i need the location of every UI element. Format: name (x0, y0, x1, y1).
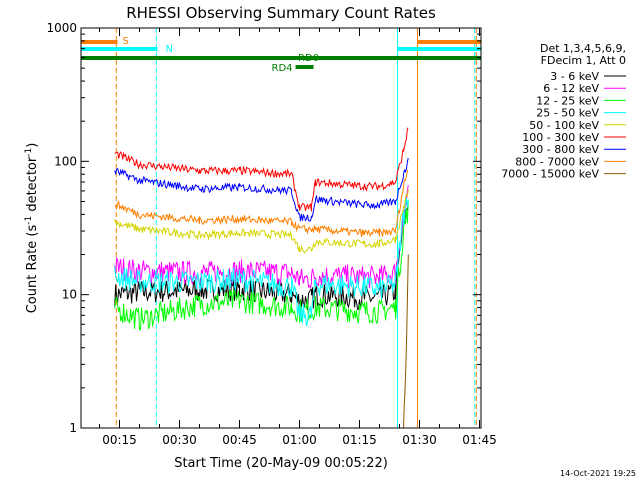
legend-entry-label: 12 - 25 keV (536, 94, 599, 107)
x-tick-label: 00:30 (162, 433, 197, 447)
series-line-8 (403, 254, 409, 429)
series-line-1 (114, 185, 409, 290)
plot-frame (80, 27, 482, 429)
plot-area: S N RD0 RD4 (80, 27, 482, 429)
legend-header-line-2: FDecim 1, Att 0 (541, 54, 626, 67)
legend-entry-label: 3 - 6 keV (550, 70, 599, 83)
legend-entry-label: 6 - 12 keV (543, 82, 599, 95)
legend: Det 1,3,4,5,6,9, FDecim 1, Att 0 3 - 6 k… (501, 42, 626, 181)
series-line-6 (114, 157, 409, 222)
y-axis-label: Count Rate (s-1 detector-1) (24, 143, 40, 314)
series-line-7 (114, 169, 409, 237)
flag-label-rd4: RD4 (272, 63, 293, 74)
x-tick-label: 00:45 (222, 433, 257, 447)
series-line-5 (114, 127, 409, 212)
series-line-3 (114, 197, 409, 327)
flag-label-s: S (123, 36, 129, 47)
series-line-4 (114, 189, 409, 254)
legend-header-line-1: Det 1,3,4,5,6,9, (540, 42, 626, 55)
flag-label-rd0: RD0 (298, 53, 319, 64)
y-tick-label: 1 (69, 421, 77, 435)
series-line-2 (114, 199, 409, 331)
y-tick-label: 10 (62, 288, 77, 302)
legend-entry-label: 800 - 7000 keV (515, 155, 599, 168)
y-tick-label: 1000 (46, 21, 77, 35)
legend-entry-label: 50 - 100 keV (529, 119, 599, 132)
x-tick-label: 01:15 (342, 433, 377, 447)
legend-entry-label: 7000 - 15000 keV (501, 168, 599, 181)
x-axis-ticks: 00:15 00:30 00:45 01:00 01:15 01:30 01:45 (99, 28, 497, 447)
x-tick-label: 01:45 (462, 433, 497, 447)
legend-entry-label: 300 - 800 keV (522, 143, 599, 156)
timestamp: 14-Oct-2021 19:25 (560, 469, 636, 478)
flag-label-n: N (166, 44, 173, 55)
y-axis-ticks: 1 10 100 1000 (46, 21, 481, 435)
y-tick-label: 100 (54, 154, 77, 168)
legend-entry-label: 100 - 300 keV (522, 131, 599, 144)
chart-title: RHESSI Observing Summary Count Rates (126, 4, 436, 22)
series-line-0 (114, 207, 409, 313)
x-axis-label: Start Time (20-May-09 00:05:22) (174, 456, 388, 471)
legend-entry-label: 25 - 50 keV (536, 107, 599, 120)
x-tick-label: 00:15 (102, 433, 137, 447)
x-tick-label: 01:30 (402, 433, 437, 447)
x-tick-label: 01:00 (282, 433, 317, 447)
